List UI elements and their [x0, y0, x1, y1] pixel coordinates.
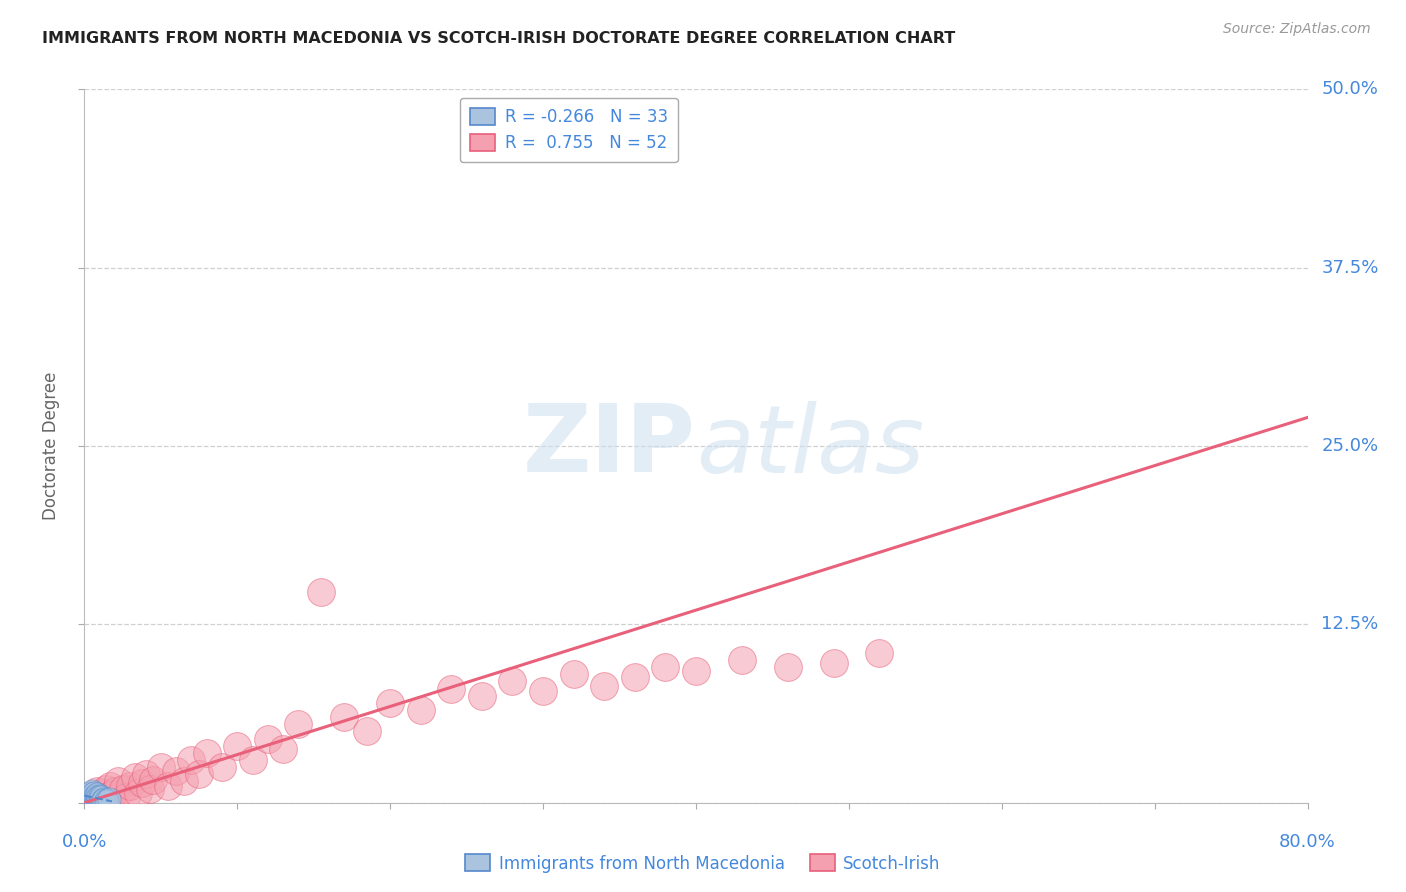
- Point: [76, 793, 98, 807]
- Point: [77, 794, 100, 808]
- Point: [685, 665, 707, 679]
- Point: [380, 696, 402, 710]
- Point: [96, 794, 118, 808]
- Point: [311, 584, 333, 599]
- Point: [287, 717, 309, 731]
- Point: [84, 791, 107, 805]
- Point: [87, 794, 110, 808]
- Point: [77, 790, 100, 805]
- Point: [90, 790, 112, 805]
- Point: [79, 789, 101, 803]
- Point: [83, 786, 105, 800]
- Point: [131, 776, 153, 790]
- Point: [440, 681, 463, 696]
- Point: [97, 791, 120, 805]
- Point: [86, 784, 108, 798]
- Point: [96, 789, 118, 803]
- Point: [79, 786, 101, 800]
- Point: [86, 787, 108, 801]
- Text: 0.0%: 0.0%: [62, 833, 107, 851]
- Point: [356, 724, 378, 739]
- Text: 80.0%: 80.0%: [1279, 833, 1336, 851]
- Point: [142, 772, 165, 787]
- Point: [87, 790, 110, 805]
- Point: [242, 753, 264, 767]
- Point: [89, 793, 111, 807]
- Point: [86, 793, 108, 807]
- Text: atlas: atlas: [696, 401, 924, 491]
- Point: [76, 789, 98, 803]
- Point: [165, 764, 187, 779]
- Point: [333, 710, 356, 724]
- Point: [83, 790, 105, 805]
- Point: [271, 741, 294, 756]
- Point: [80, 791, 103, 805]
- Point: [562, 667, 585, 681]
- Point: [226, 739, 249, 753]
- Point: [84, 791, 107, 805]
- Point: [211, 760, 233, 774]
- Point: [80, 794, 103, 808]
- Text: Source: ZipAtlas.com: Source: ZipAtlas.com: [1223, 22, 1371, 37]
- Point: [83, 793, 105, 807]
- Point: [180, 753, 202, 767]
- Point: [77, 793, 100, 807]
- Point: [98, 779, 121, 793]
- Point: [127, 786, 149, 800]
- Point: [89, 790, 111, 805]
- Point: [114, 790, 136, 805]
- Point: [120, 779, 142, 793]
- Point: [502, 674, 524, 689]
- Point: [75, 791, 97, 805]
- Point: [869, 646, 891, 660]
- Text: 37.5%: 37.5%: [1322, 259, 1379, 277]
- Point: [101, 787, 124, 801]
- Point: [135, 767, 157, 781]
- Point: [823, 656, 845, 670]
- Text: ZIP: ZIP: [523, 400, 696, 492]
- Point: [79, 793, 101, 807]
- Point: [139, 781, 162, 796]
- Point: [111, 781, 134, 796]
- Point: [776, 660, 799, 674]
- Point: [84, 794, 107, 808]
- Point: [731, 653, 754, 667]
- Point: [80, 787, 103, 801]
- Point: [257, 731, 280, 746]
- Point: [84, 789, 107, 803]
- Point: [107, 774, 129, 789]
- Point: [624, 670, 647, 684]
- Point: [104, 784, 127, 798]
- Point: [654, 660, 676, 674]
- Text: 12.5%: 12.5%: [1322, 615, 1379, 633]
- Point: [91, 786, 114, 800]
- Y-axis label: Doctorate Degree: Doctorate Degree: [42, 372, 60, 520]
- Legend: Immigrants from North Macedonia, Scotch-Irish: Immigrants from North Macedonia, Scotch-…: [458, 847, 948, 880]
- Point: [195, 746, 218, 760]
- Legend: R = -0.266   N = 33, R =  0.755   N = 52: R = -0.266 N = 33, R = 0.755 N = 52: [460, 97, 678, 162]
- Text: 50.0%: 50.0%: [1322, 80, 1378, 98]
- Point: [94, 781, 117, 796]
- Point: [157, 779, 180, 793]
- Point: [188, 767, 211, 781]
- Point: [77, 787, 100, 801]
- Point: [93, 791, 115, 805]
- Point: [409, 703, 432, 717]
- Point: [80, 784, 103, 798]
- Point: [80, 789, 103, 803]
- Point: [86, 790, 108, 805]
- Text: IMMIGRANTS FROM NORTH MACEDONIA VS SCOTCH-IRISH DOCTORATE DEGREE CORRELATION CHA: IMMIGRANTS FROM NORTH MACEDONIA VS SCOTC…: [42, 31, 956, 46]
- Point: [89, 789, 111, 803]
- Point: [531, 684, 554, 698]
- Point: [593, 679, 616, 693]
- Point: [173, 774, 195, 789]
- Point: [91, 793, 114, 807]
- Point: [149, 760, 172, 774]
- Point: [124, 770, 146, 784]
- Text: 25.0%: 25.0%: [1322, 437, 1379, 455]
- Point: [90, 794, 112, 808]
- Point: [471, 689, 494, 703]
- Point: [94, 793, 117, 807]
